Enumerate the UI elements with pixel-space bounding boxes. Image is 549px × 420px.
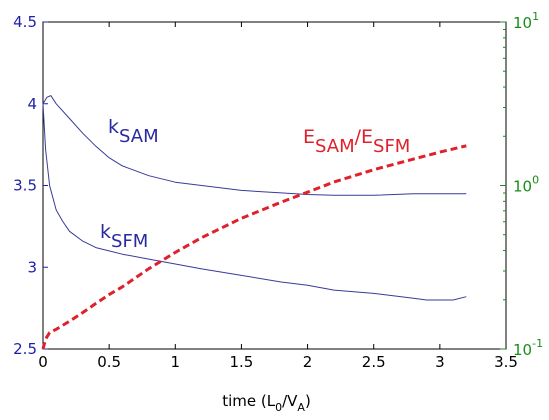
label-subscript: SAM <box>315 136 355 157</box>
right-tick-label: 101 <box>513 10 539 32</box>
x-axis-tick-labels: 0 0.5 1 1.5 2 2.5 3 3.5 <box>38 353 518 371</box>
x-tick-label: 1 <box>171 353 181 371</box>
right-tick-exponent: -1 <box>532 337 543 350</box>
xlabel-text: /V <box>282 392 298 410</box>
left-axis-tick-labels: 2.5 3 3.5 4 4.5 <box>13 13 37 358</box>
x-tick-label: 3.5 <box>494 353 518 371</box>
x-tick-label: 2.5 <box>362 353 386 371</box>
x-tick-label: 1.5 <box>229 353 253 371</box>
x-tick-label: 0.5 <box>97 353 121 371</box>
right-tick-label: 100 <box>513 174 539 196</box>
series-label-sam: kSAM <box>108 116 159 147</box>
label-main: k <box>100 221 111 243</box>
left-tick-label: 3.5 <box>13 177 37 195</box>
series-label-sfm: kSFM <box>100 221 148 252</box>
right-tick-base: 10 <box>513 14 532 32</box>
series-line-k-sfm <box>42 103 467 301</box>
x-tick-label: 3 <box>435 353 445 371</box>
series-line-k-sam <box>42 95 467 196</box>
label-subscript: SFM <box>111 231 148 252</box>
label-main: E <box>303 126 315 148</box>
label-separator: /E <box>355 126 373 148</box>
x-tick-label: 0 <box>38 353 48 371</box>
label-subscript: SAM <box>119 126 159 147</box>
right-tick-base: 10 <box>513 341 532 359</box>
left-tick-label: 4 <box>27 95 37 113</box>
right-tick-base: 10 <box>513 178 532 196</box>
xlabel-text: time (L <box>222 392 276 410</box>
label-main: k <box>108 116 119 138</box>
label-subscript: SFM <box>373 136 410 157</box>
series-label-energy-ratio: ESAM/ESFM <box>303 126 410 157</box>
xlabel-subscript: 0 <box>275 401 282 414</box>
series-line-e-sam-e-sfm <box>41 144 467 350</box>
x-tick-label: 2 <box>303 353 313 371</box>
right-tick-exponent: 0 <box>532 174 539 187</box>
series-layer <box>41 95 467 350</box>
xlabel-text: ) <box>305 392 311 410</box>
left-tick-label: 4.5 <box>13 13 37 31</box>
left-tick-label: 2.5 <box>13 340 37 358</box>
left-tick-label: 3 <box>27 258 37 276</box>
right-tick-label: 10-1 <box>513 337 543 359</box>
right-tick-exponent: 1 <box>532 10 539 23</box>
xlabel-subscript: A <box>297 401 305 414</box>
x-axis-label: time (L0/VA) <box>222 392 311 414</box>
